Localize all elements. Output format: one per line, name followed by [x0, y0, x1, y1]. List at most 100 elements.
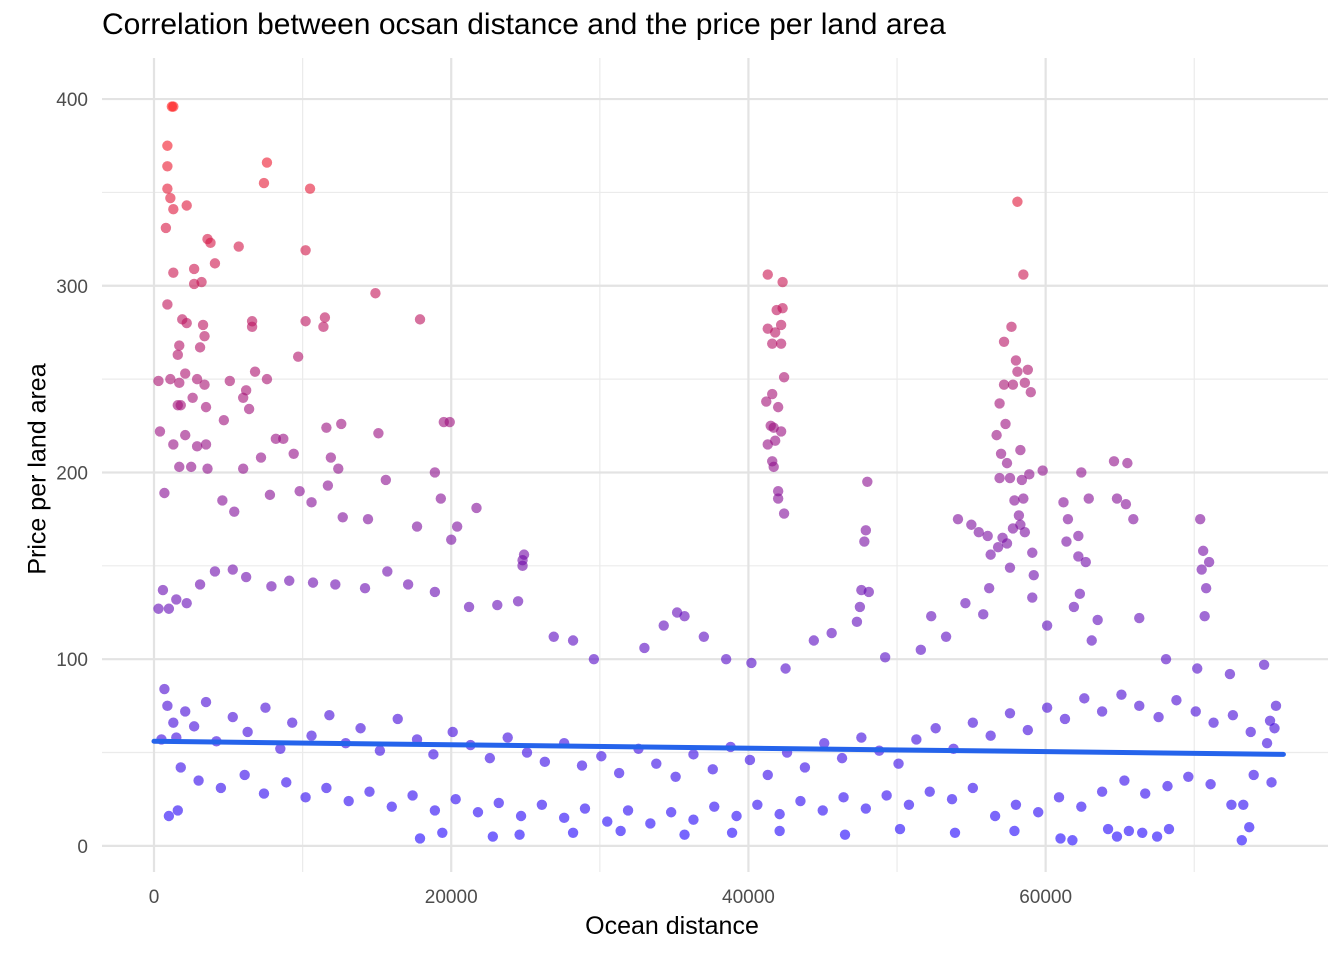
data-point — [493, 797, 504, 809]
data-point — [168, 267, 179, 278]
data-point — [1024, 469, 1035, 480]
data-point — [839, 829, 851, 840]
data-point — [992, 541, 1004, 553]
data-point — [359, 583, 371, 594]
data-point — [859, 536, 870, 547]
tick-labels: 0 20000 40000 60000 0 100 200 300 400 — [56, 90, 1072, 908]
data-point — [392, 713, 403, 725]
data-point — [768, 461, 779, 473]
data-point — [926, 611, 937, 622]
data-point — [194, 342, 206, 353]
data-point — [484, 752, 496, 764]
data-point — [414, 833, 426, 844]
data-point — [515, 810, 527, 822]
trend-line — [151, 738, 1286, 757]
data-point — [893, 758, 904, 769]
data-point — [471, 502, 482, 514]
data-point — [836, 752, 848, 764]
data-point — [707, 764, 718, 775]
y-tick-label: 400 — [56, 90, 88, 111]
data-point — [1134, 612, 1145, 624]
data-point — [209, 258, 221, 269]
data-point — [215, 782, 227, 794]
data-point — [1116, 689, 1127, 700]
data-point — [294, 485, 305, 497]
data-point — [1004, 708, 1016, 719]
data-point — [196, 276, 207, 288]
data-point — [174, 377, 185, 389]
data-point — [596, 751, 607, 762]
data-point — [1004, 472, 1016, 484]
data-point — [180, 706, 191, 717]
data-point — [162, 183, 173, 194]
data-point — [1076, 801, 1087, 812]
data-point — [558, 812, 570, 824]
data-point — [444, 416, 455, 428]
data-point — [447, 726, 458, 738]
data-point — [362, 513, 374, 525]
data-point — [1270, 700, 1282, 712]
data-point — [200, 696, 212, 708]
data-point — [168, 717, 179, 728]
data-point — [154, 426, 166, 437]
data-point — [665, 807, 677, 818]
data-point — [428, 749, 439, 760]
data-point — [1073, 530, 1084, 542]
data-point — [1062, 513, 1074, 525]
data-point — [1041, 702, 1053, 713]
data-point — [163, 810, 175, 822]
data-point — [162, 161, 173, 172]
data-point — [769, 327, 781, 338]
data-point — [233, 241, 244, 252]
data-point — [200, 401, 212, 413]
data-point — [1015, 444, 1026, 456]
data-point — [651, 758, 662, 769]
y-tick-label: 0 — [77, 837, 88, 858]
data-point — [168, 439, 179, 450]
data-point — [1190, 706, 1201, 717]
trend-line-layer — [151, 738, 1286, 757]
data-point — [437, 827, 448, 838]
data-point — [1009, 495, 1020, 506]
data-point — [435, 493, 447, 504]
data-point — [333, 463, 344, 474]
data-point — [952, 513, 964, 525]
data-point — [227, 564, 238, 575]
data-point — [306, 497, 317, 508]
y-tick-label: 100 — [56, 650, 88, 671]
data-point — [300, 792, 311, 803]
data-point — [767, 338, 778, 349]
data-point — [1162, 780, 1173, 792]
data-point — [548, 631, 559, 642]
data-point — [407, 790, 418, 801]
data-point — [567, 827, 579, 838]
data-point — [451, 521, 463, 532]
data-point — [772, 401, 784, 413]
data-point — [492, 599, 503, 611]
data-point — [502, 732, 513, 743]
data-point — [321, 782, 332, 794]
data-point — [200, 439, 212, 450]
data-point — [769, 435, 781, 446]
data-point — [799, 762, 811, 773]
data-point — [224, 375, 236, 387]
data-point — [774, 825, 785, 837]
data-point — [1102, 823, 1114, 835]
data-point — [261, 373, 273, 385]
data-point — [336, 418, 347, 430]
data-point — [1028, 569, 1039, 581]
data-point — [567, 635, 579, 646]
data-point — [795, 795, 806, 807]
data-point — [1018, 269, 1029, 280]
data-point — [275, 743, 286, 754]
data-point — [514, 829, 525, 840]
data-point — [1128, 513, 1139, 525]
data-point — [1025, 386, 1036, 398]
data-point — [915, 644, 927, 656]
data-point — [157, 584, 169, 596]
data-point — [1053, 792, 1065, 803]
data-point — [264, 489, 276, 501]
data-point — [826, 627, 837, 639]
data-point — [985, 730, 996, 741]
data-point — [1205, 779, 1216, 790]
